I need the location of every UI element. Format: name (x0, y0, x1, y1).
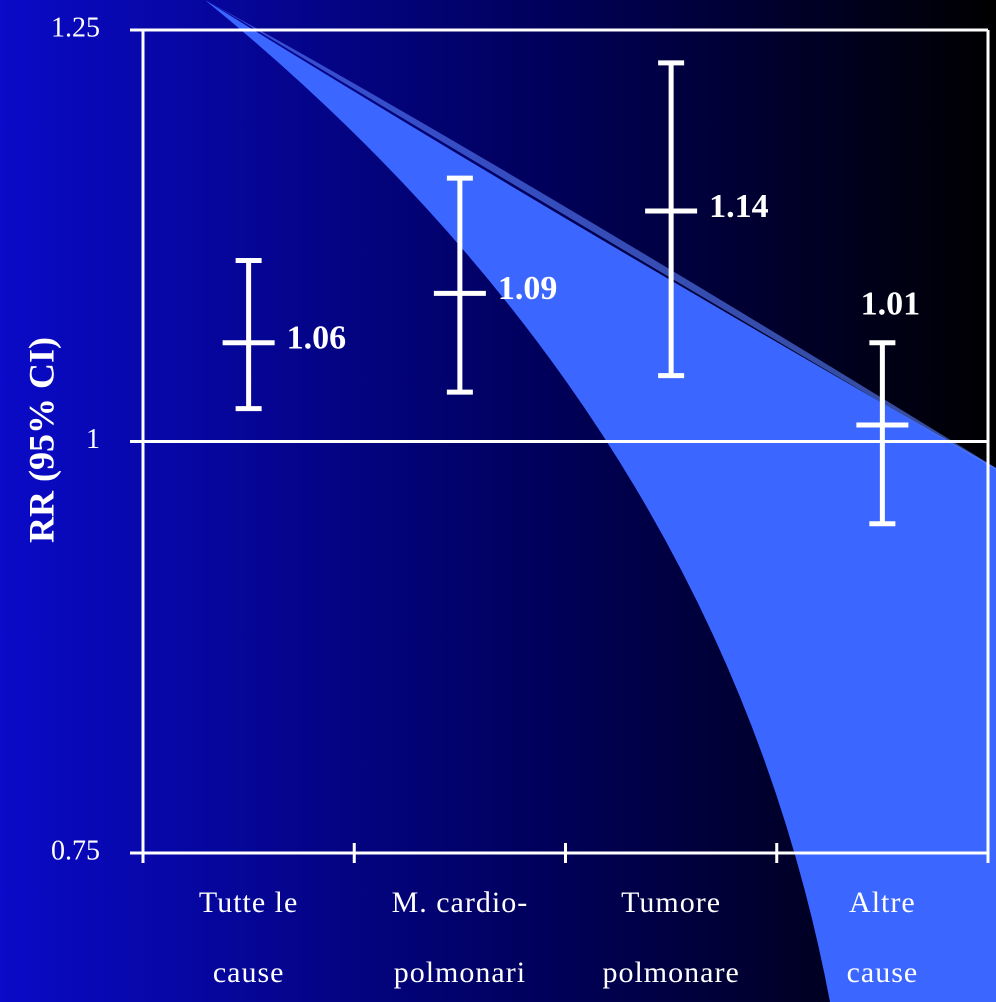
x-tick-label: Altre (849, 886, 916, 919)
chart: RR (95% CI) 0.75 1 1.25 Tutte le cause 1.06 M.… (0, 0, 996, 1002)
value-label: 1.06 (287, 320, 347, 357)
x-tick-label: Tutte le (199, 886, 298, 919)
x-tick-label: cause (847, 956, 919, 989)
y-tick-label: 0.75 (51, 835, 100, 866)
value-label: 1.14 (709, 188, 769, 225)
value-label: 1.09 (498, 270, 558, 307)
y-axis-title: RR (95% CI) (21, 337, 61, 543)
y-tick-label: 1.25 (51, 12, 100, 43)
x-tick-label: Tumore (621, 886, 721, 919)
x-tick-label: polmonari (394, 956, 526, 989)
x-tick-label: M. cardio- (392, 886, 529, 919)
y-tick-label: 1 (86, 424, 100, 455)
x-tick-label: polmonare (602, 956, 739, 989)
x-tick-label: cause (213, 956, 285, 989)
value-label: 1.01 (861, 286, 921, 323)
